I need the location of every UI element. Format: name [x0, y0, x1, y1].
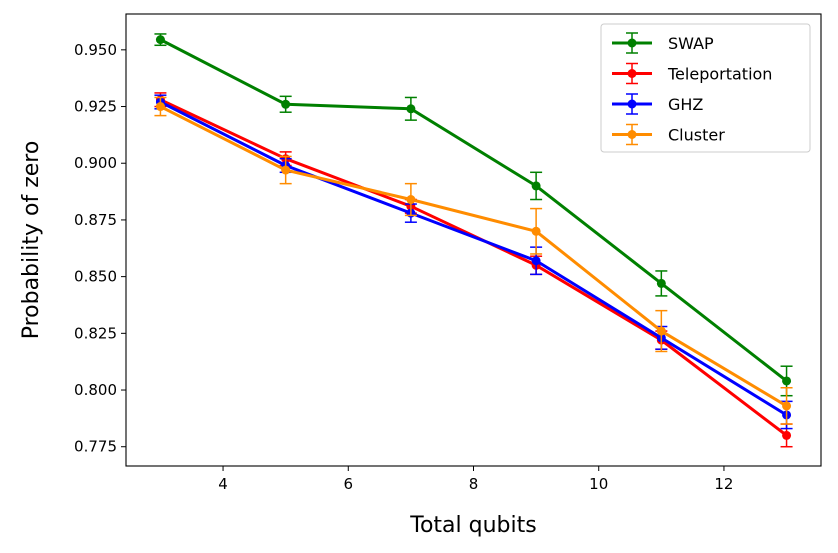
data-point	[656, 326, 666, 336]
y-tick-label: 0.850	[74, 268, 117, 286]
legend-item-ghz: GHZ	[612, 93, 703, 115]
data-point	[155, 35, 165, 45]
y-axis: 0.775 0.800 0.825 0.850 0.875 0.900 0.925 0.950	[74, 41, 126, 456]
x-tick-label: 8	[469, 475, 479, 493]
data-point	[281, 165, 291, 175]
series-layer	[154, 33, 793, 448]
x-tick-label: 6	[344, 475, 354, 493]
data-point	[656, 278, 666, 288]
legend-item-cluster: Cluster	[612, 123, 725, 146]
x-tick-label: 4	[218, 475, 228, 493]
y-tick-label: 0.950	[74, 41, 117, 59]
legend-item-swap: SWAP	[612, 32, 714, 54]
legend-marker	[627, 38, 637, 48]
legend-label: Cluster	[668, 126, 725, 145]
data-point	[531, 256, 541, 266]
y-tick-label: 0.825	[74, 324, 117, 342]
data-point	[531, 181, 541, 191]
data-point	[281, 99, 291, 109]
data-point	[782, 401, 792, 411]
x-axis: 4 6 8 10 12	[218, 466, 733, 493]
series-cluster	[154, 96, 793, 425]
legend-marker	[627, 130, 637, 139]
y-tick-label: 0.875	[74, 211, 117, 229]
legend-label: SWAP	[668, 34, 714, 53]
legend-item-teleportation: Teleportation	[612, 62, 772, 85]
x-tick-label: 12	[714, 475, 733, 493]
series-swap	[154, 33, 793, 397]
y-tick-label: 0.900	[74, 154, 117, 172]
series-line	[159, 105, 788, 408]
y-tick-label: 0.775	[74, 438, 117, 456]
data-point	[782, 376, 792, 386]
legend-label: GHZ	[668, 95, 703, 114]
legend-box	[600, 23, 811, 153]
legend-marker	[627, 99, 637, 109]
y-axis-label: Probability of zero	[19, 141, 44, 340]
y-tick-label: 0.925	[74, 98, 117, 116]
data-point	[406, 104, 416, 114]
y-tick-label: 0.800	[74, 381, 117, 399]
data-point	[406, 195, 416, 205]
legend-marker	[627, 69, 637, 78]
data-point	[155, 102, 165, 112]
legend: SWAP Teleportation GHZ Cluster	[600, 23, 811, 153]
x-tick-label: 10	[589, 475, 608, 493]
x-axis-label: Total qubits	[409, 513, 536, 538]
series-line	[159, 38, 788, 383]
legend-label: Teleportation	[667, 65, 772, 84]
data-point	[782, 430, 792, 440]
data-point	[531, 226, 541, 236]
series-line	[159, 100, 788, 417]
